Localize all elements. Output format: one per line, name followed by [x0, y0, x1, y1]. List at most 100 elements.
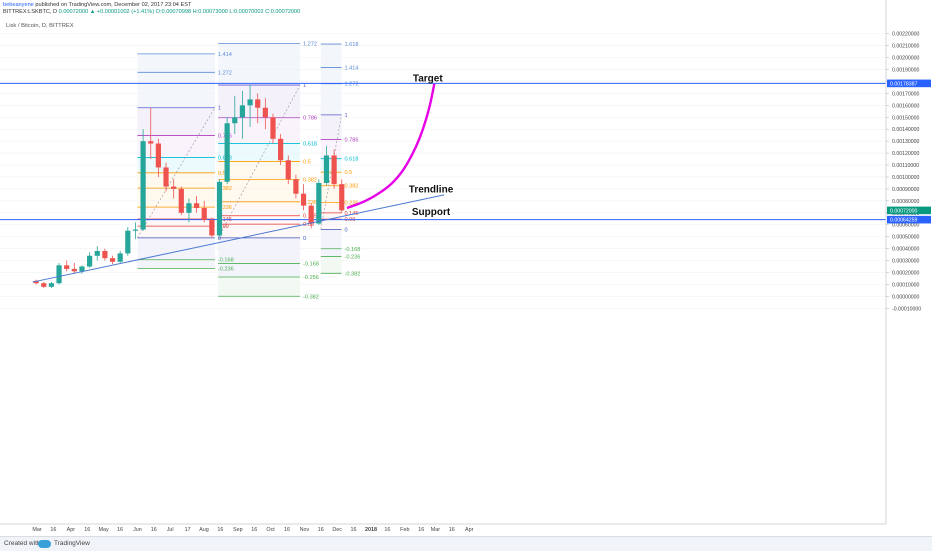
price-tag-box: [887, 79, 931, 88]
price-chart[interactable]: 1.4141.27210.7860.6180.50.3820.2360.1450…: [0, 0, 932, 536]
time-tick-label: Oct: [266, 527, 275, 533]
fib-level-label: 1: [303, 83, 306, 89]
candle-body: [247, 99, 253, 106]
fib-level-label: 0.618: [345, 157, 359, 163]
drawings: [32, 83, 445, 283]
price-axis: 0.00220000 0.00210000 0.00200000 0.00190000…: [886, 32, 921, 312]
fib-level-label: 0.236: [345, 200, 359, 206]
fib-band: [320, 219, 342, 230]
fib-band: [218, 161, 301, 180]
candle-body: [316, 182, 322, 224]
candle-body: [87, 255, 93, 267]
fib-level-label: 0.382: [345, 184, 359, 190]
candle-body: [178, 188, 184, 213]
fib-level-label: -0.236: [345, 255, 361, 261]
fib-level-label: 0.618: [303, 141, 317, 147]
tradingview-cloud-icon: [38, 540, 51, 548]
candle-body: [71, 268, 77, 272]
fib-band: [218, 117, 301, 144]
target-annotation: Target: [413, 73, 443, 84]
time-tick-label: Aug: [199, 527, 209, 533]
candle-body: [148, 141, 154, 144]
time-tick-label: Apr: [67, 527, 76, 533]
fib-band: [137, 53, 215, 73]
fib-band: [137, 107, 215, 136]
fib-level-label: 1.272: [218, 70, 232, 76]
fib-level-label: -0.168: [218, 258, 234, 264]
ohlc-values: 0.00072000 ▲ +0.00001002 (+1.41%) O:0.00…: [58, 9, 301, 15]
fib-trend-line: [217, 84, 301, 239]
fib-level-label: 0.382: [218, 186, 232, 192]
candles: [33, 85, 345, 289]
time-tick-label: 17: [185, 527, 191, 533]
price-tag-box: [887, 215, 931, 224]
candle-body: [41, 283, 47, 287]
fib-level-label: 0.5: [345, 170, 353, 176]
fib-band: [137, 259, 215, 269]
fib-level-label: 0: [303, 236, 306, 242]
time-tick-label: Nov: [300, 527, 310, 533]
candle-body: [33, 280, 39, 284]
fib-trend-line: [320, 114, 342, 230]
fib-level-label: 0.786: [303, 116, 317, 122]
price-tag-label: 0.00064259: [890, 218, 918, 224]
candle-body: [186, 203, 192, 213]
price-tag-label: 0.00072000: [890, 208, 918, 214]
candle-body: [155, 143, 161, 168]
fib-level-label: 0.382: [303, 177, 317, 183]
fib-level-label: 0.145: [345, 211, 359, 217]
price-tick-label: 0.00210000: [892, 44, 920, 50]
price-tick-label: 0.00000000: [892, 294, 920, 300]
fib-band: [320, 185, 342, 203]
fib-band: [218, 201, 301, 216]
time-tick-label: Jul: [167, 527, 174, 533]
trendline[interactable]: [32, 194, 445, 283]
fib-level-label: 0.09: [303, 222, 314, 228]
annotations: Target Trendline Support: [409, 73, 454, 218]
fib-band: [137, 219, 215, 227]
grid: [0, 33, 886, 309]
candle-body: [300, 193, 307, 206]
fib-level-label: 1.414: [218, 52, 232, 58]
chart-legend: Lisk / Bitcoin, D, BITTREX: [6, 23, 74, 29]
candle-body: [132, 229, 139, 231]
horizontal-lines: [0, 82, 886, 221]
price-tags: 0.00178387 0.00072000 0.00064259: [887, 79, 931, 224]
fib-band: [320, 202, 342, 213]
tradingview-brand[interactable]: TradingView: [54, 540, 90, 547]
fib-band: [137, 188, 215, 208]
footer-bar: Created with TradingView: [0, 536, 932, 551]
support-annotation: Support: [412, 207, 451, 218]
price-tick-label: 0.00160000: [892, 103, 920, 109]
candle-body: [262, 107, 268, 118]
price-tag-label: 0.00178387: [890, 81, 918, 87]
fib-band: [320, 229, 342, 249]
fib-level-label: 0: [345, 228, 348, 234]
fib-band: [320, 114, 342, 140]
candle-body: [331, 155, 337, 185]
fib-band: [137, 72, 215, 108]
fib-level-label: -0.382: [303, 294, 319, 300]
candle-body: [56, 265, 62, 284]
fib-level-label: -0.168: [303, 262, 319, 268]
time-tick-label: May: [98, 527, 108, 533]
fib-band: [320, 248, 342, 257]
fib-level-label: 0.786: [345, 137, 359, 143]
candle-body: [216, 181, 223, 236]
price-tick-label: 0.00190000: [892, 68, 920, 74]
candle-body: [102, 251, 108, 259]
projection-curve[interactable]: [346, 83, 436, 210]
price-tick-label: 0.00080000: [892, 199, 920, 205]
symbol-label: BITTREX:LSKBTC, D: [3, 9, 58, 15]
candle-body: [278, 138, 284, 161]
time-axis: Mar 16 Apr 16 May 16 Jun 16 Jul 17 Aug 16 Sep 16 Oct 16…: [32, 527, 473, 533]
candle-body: [94, 251, 100, 256]
fib-level-label: 0.09: [345, 217, 356, 223]
publisher-line: bebeanyene published on TradingView.com,…: [3, 2, 191, 9]
publisher-name[interactable]: bebeanyene: [3, 2, 34, 8]
time-tick-label: 16: [217, 527, 223, 533]
fib-band: [320, 83, 342, 115]
time-tick-label: 16: [50, 527, 56, 533]
time-tick-label: 16: [418, 527, 424, 533]
time-tick-label: 2018: [365, 527, 377, 533]
